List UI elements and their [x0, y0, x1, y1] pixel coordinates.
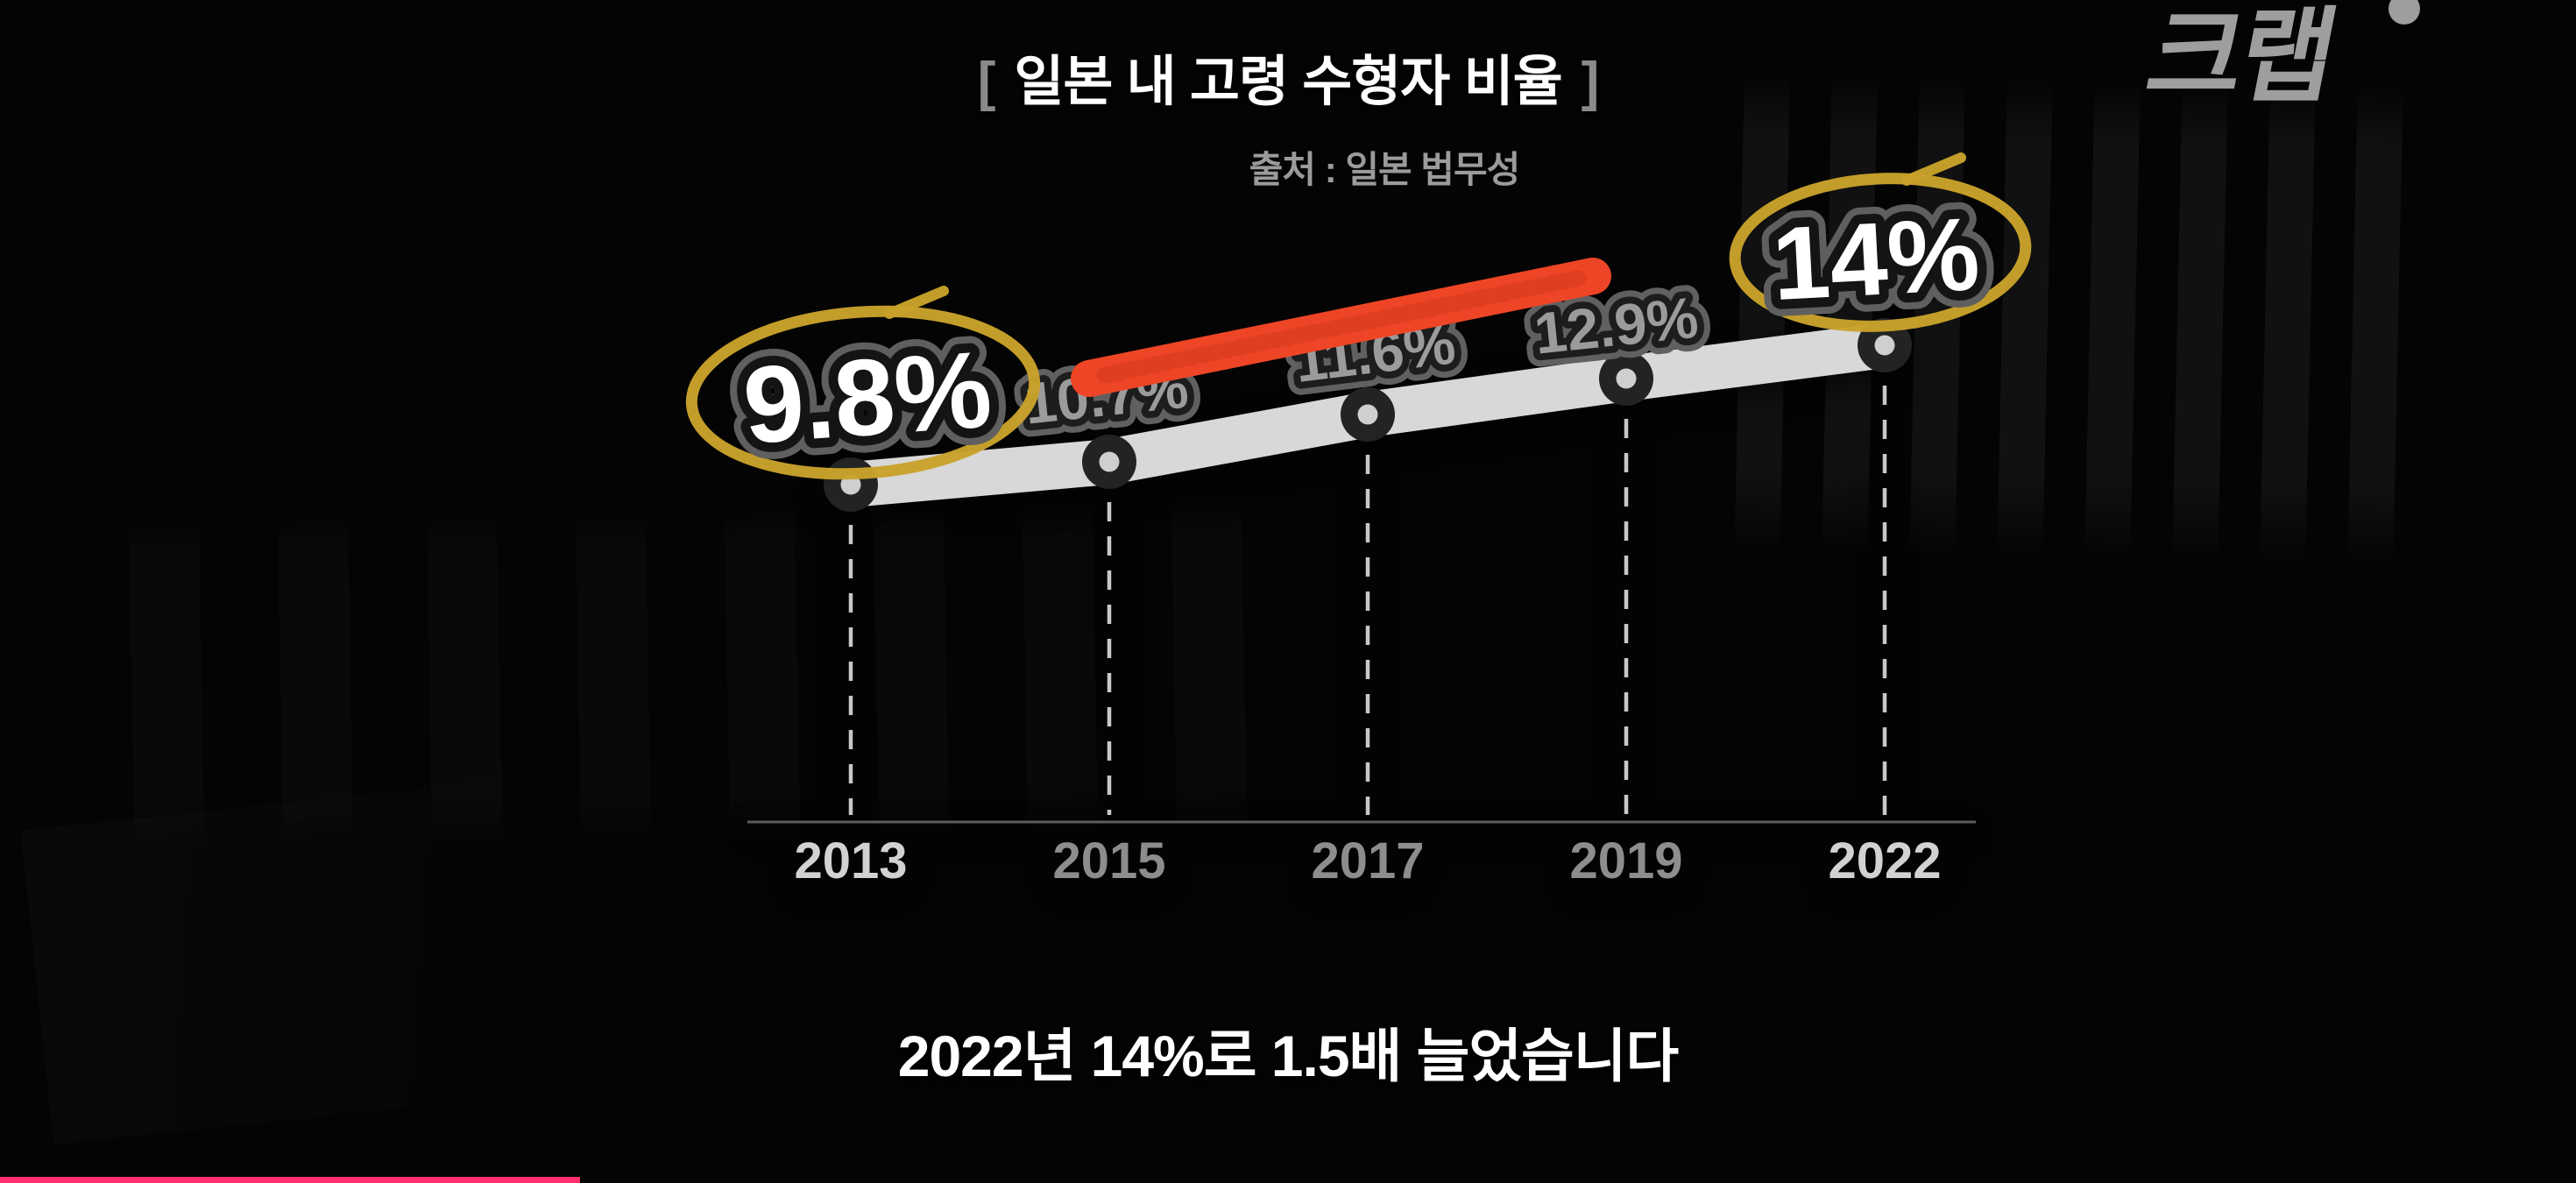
- data-point-hole-2015: [1099, 451, 1120, 472]
- year-label-2013: 2013: [794, 832, 907, 889]
- year-label-2019: 2019: [1569, 832, 1682, 889]
- subtitle-caption: 2022년 14%로 1.5배 늘었습니다: [897, 1024, 1679, 1088]
- highlight-ring-flick: [884, 286, 949, 319]
- highlight-ring-first: [685, 305, 1041, 480]
- channel-logo-dot: [2388, 0, 2420, 25]
- highlight-ring-last: [1729, 173, 2032, 332]
- data-point-hole-2017: [1357, 404, 1378, 425]
- title-bracket-open: [: [977, 52, 996, 112]
- value-label-2013-outline: 9.8%: [740, 329, 995, 466]
- video-progress-bar[interactable]: [0, 1177, 580, 1183]
- source-credit: 출처 : 일본 법무성: [1249, 149, 1520, 190]
- title-bracket-close: ]: [1581, 52, 1600, 112]
- title-text: 일본 내 고령 수형자 비율: [1014, 52, 1562, 112]
- data-point-hole-2019: [1616, 368, 1637, 389]
- chart-title: [ 일본 내 고령 수형자 비율]: [0, 37, 2576, 116]
- value-label-2022: 14%: [1770, 196, 1983, 322]
- value-label-2022-halo: 14%: [1770, 196, 1983, 322]
- data-point-hole-2022: [1874, 335, 1895, 356]
- value-label-2013: 9.8%: [740, 329, 995, 466]
- year-label-2022: 2022: [1828, 832, 1941, 889]
- year-label-2017: 2017: [1311, 832, 1424, 889]
- year-label-2015: 2015: [1052, 832, 1165, 889]
- value-label-2022-outline: 14%: [1770, 196, 1983, 322]
- highlight-ring-flick: [1901, 152, 1966, 186]
- red-marker-texture: [1096, 269, 1589, 384]
- red-marker-stroke: [1071, 258, 1611, 397]
